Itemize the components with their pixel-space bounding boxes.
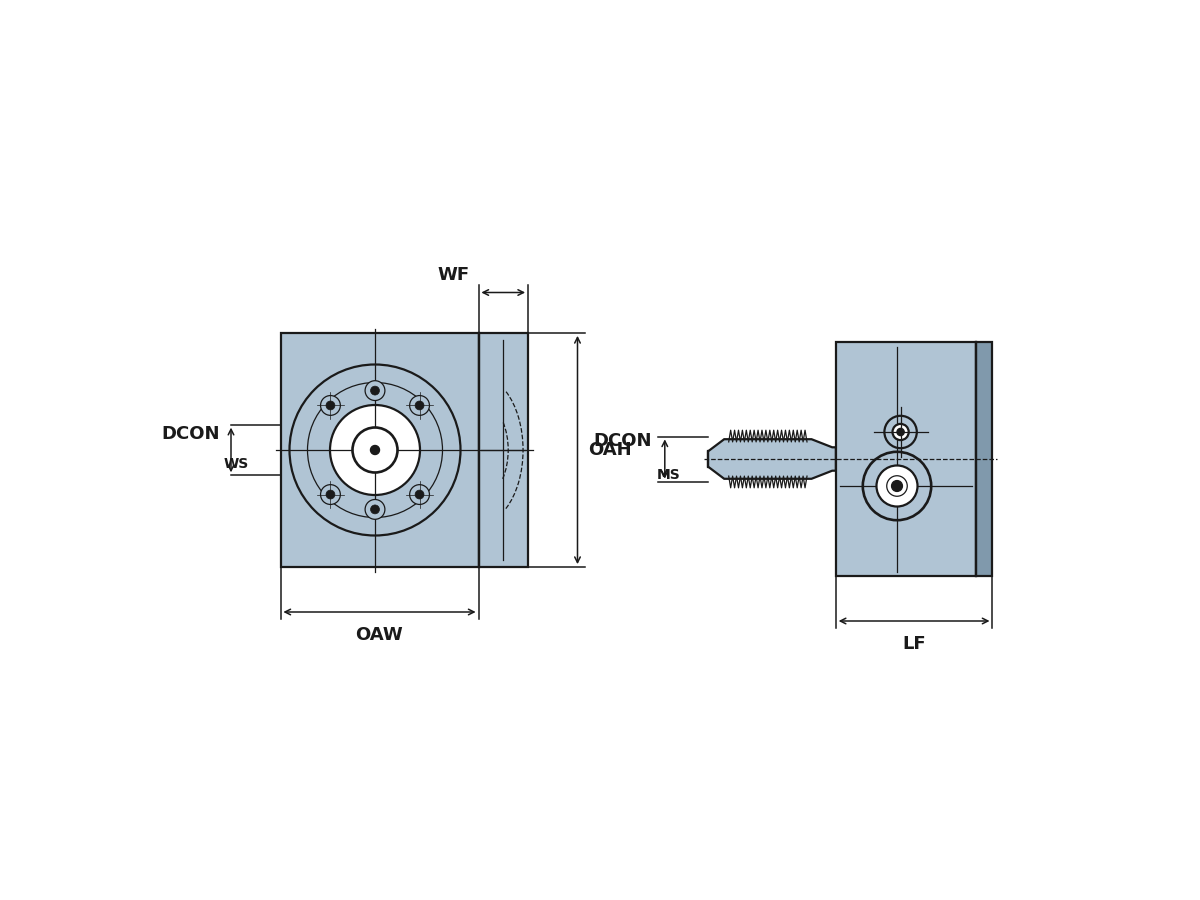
Text: OAW: OAW [355, 626, 403, 644]
Circle shape [409, 484, 430, 504]
Text: DCON: DCON [594, 432, 653, 450]
Polygon shape [977, 342, 992, 576]
Circle shape [371, 505, 379, 514]
Circle shape [365, 381, 385, 400]
Text: WF: WF [437, 266, 469, 284]
Polygon shape [479, 333, 528, 567]
Polygon shape [281, 333, 479, 567]
Circle shape [371, 386, 379, 395]
Circle shape [320, 484, 341, 504]
Circle shape [415, 401, 424, 410]
Circle shape [892, 481, 902, 491]
Circle shape [409, 396, 430, 416]
Circle shape [371, 446, 379, 454]
Circle shape [415, 491, 424, 499]
Text: MS: MS [656, 468, 680, 482]
Circle shape [898, 428, 905, 436]
Circle shape [887, 476, 907, 496]
Circle shape [330, 405, 420, 495]
Circle shape [320, 396, 341, 416]
Text: DCON: DCON [162, 425, 221, 443]
Circle shape [326, 401, 335, 410]
Circle shape [365, 500, 385, 519]
Polygon shape [835, 342, 977, 576]
Circle shape [876, 465, 918, 507]
Circle shape [893, 424, 908, 440]
Circle shape [326, 491, 335, 499]
Text: OAH: OAH [588, 441, 632, 459]
Text: LF: LF [902, 635, 926, 653]
Text: WS: WS [224, 457, 250, 472]
Circle shape [353, 428, 397, 473]
Polygon shape [708, 439, 835, 479]
